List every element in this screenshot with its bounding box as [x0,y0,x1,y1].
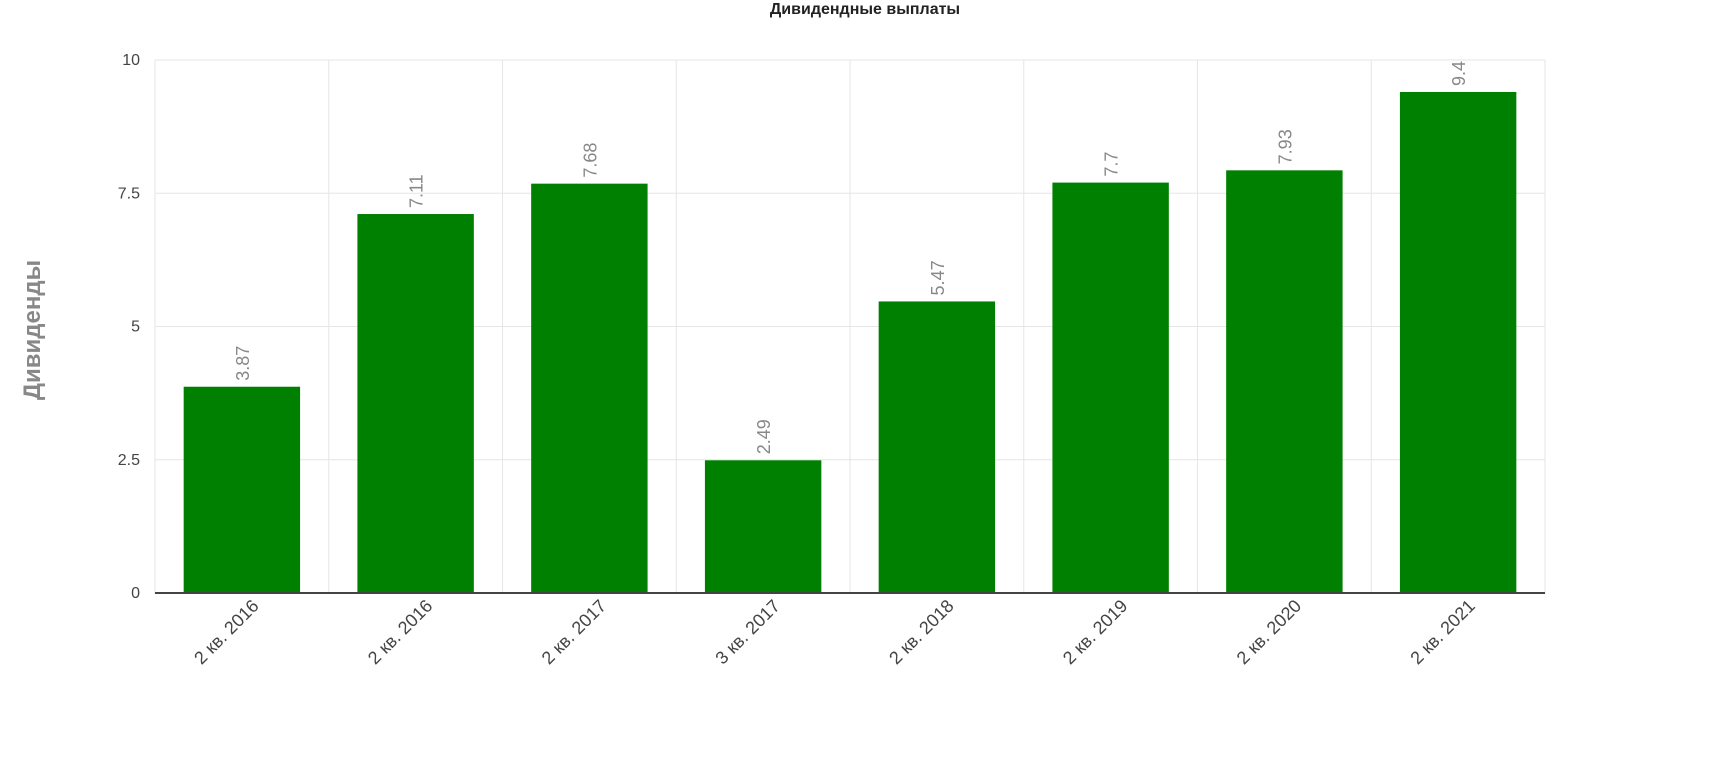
value-label: 7.11 [407,174,427,208]
x-tick-label: 2 кв. 2019 [1059,596,1131,668]
bar [1052,182,1169,593]
bar [531,183,648,593]
x-tick-label: 2 кв. 2016 [190,596,262,668]
y-axis-label: Дивиденды [19,260,46,400]
value-label: 7.68 [580,143,600,178]
value-label: 7.93 [1275,129,1295,164]
x-tick-label: 2 кв. 2017 [538,596,610,668]
value-label: 9.4 [1449,61,1469,86]
value-label: 5.47 [928,260,948,295]
value-label: 2.49 [754,419,774,454]
bar [1399,91,1517,593]
value-label: 7.7 [1102,152,1122,177]
x-tick-label: 2 кв. 2020 [1233,596,1305,668]
x-tick-label: 2 кв. 2016 [364,596,436,668]
y-tick-label: 0 [131,585,140,602]
x-tick-label: 2 кв. 2018 [885,596,957,668]
chart-title: Дивидендные выплаты [770,1,960,18]
bar [1226,170,1343,593]
bar [704,460,822,593]
bar [357,214,474,594]
y-tick-label: 5 [131,319,140,336]
y-tick-label: 7.5 [118,185,140,202]
value-label: 3.87 [233,346,253,381]
y-tick-label: 2.5 [118,452,140,469]
bar [878,301,996,593]
y-tick-label: 10 [122,52,140,69]
x-tick-label: 2 кв. 2021 [1406,596,1478,668]
bar [183,386,301,593]
x-tick-label: 3 кв. 2017 [711,596,783,668]
